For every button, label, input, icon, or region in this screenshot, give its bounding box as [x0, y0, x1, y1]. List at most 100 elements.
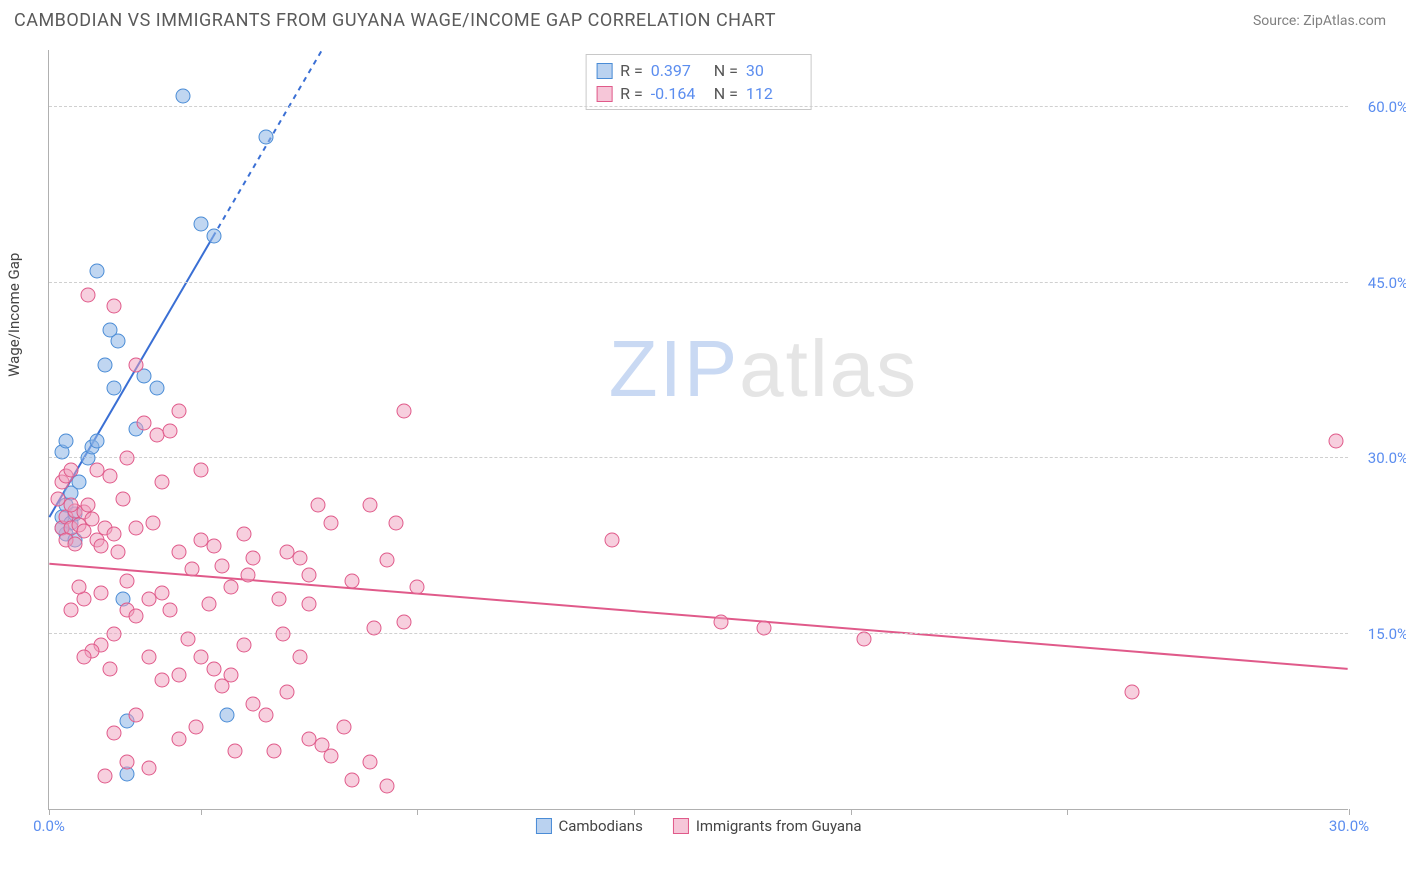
data-point: [293, 650, 308, 665]
data-point: [107, 381, 122, 396]
data-point: [102, 468, 117, 483]
data-point: [276, 626, 291, 641]
legend-stat-row: R = 0.397 N = 30: [596, 59, 801, 82]
data-point: [219, 708, 234, 723]
data-point: [172, 404, 187, 419]
data-point: [176, 88, 191, 103]
data-point: [206, 538, 221, 553]
data-point: [89, 264, 104, 279]
legend-item: Immigrants from Guyana: [673, 817, 862, 835]
data-point: [154, 585, 169, 600]
data-point: [224, 579, 239, 594]
data-point: [81, 287, 96, 302]
data-point: [193, 650, 208, 665]
trend-lines: [49, 50, 1348, 809]
x-tick: [201, 809, 202, 815]
data-point: [128, 708, 143, 723]
blue-swatch-icon: [535, 818, 551, 834]
x-tick-label: 0.0%: [33, 817, 65, 835]
gridline: [49, 282, 1348, 283]
data-point: [137, 416, 152, 431]
data-point: [293, 550, 308, 565]
data-point: [172, 544, 187, 559]
data-point: [81, 498, 96, 513]
gridline: [49, 457, 1348, 458]
chart-title: CAMBODIAN VS IMMIGRANTS FROM GUYANA WAGE…: [14, 10, 776, 31]
data-point: [154, 474, 169, 489]
x-tick: [417, 809, 418, 815]
data-point: [189, 720, 204, 735]
data-point: [107, 527, 122, 542]
data-point: [172, 667, 187, 682]
data-point: [302, 568, 317, 583]
data-point: [323, 515, 338, 530]
data-point: [50, 492, 65, 507]
data-point: [59, 433, 74, 448]
data-point: [367, 620, 382, 635]
data-point: [193, 462, 208, 477]
blue-swatch-icon: [596, 63, 612, 79]
data-point: [267, 743, 282, 758]
data-point: [323, 749, 338, 764]
data-point: [185, 562, 200, 577]
data-point: [120, 574, 135, 589]
data-point: [280, 685, 295, 700]
data-point: [202, 597, 217, 612]
data-point: [228, 743, 243, 758]
data-point: [146, 515, 161, 530]
data-point: [605, 533, 620, 548]
gridline: [49, 106, 1348, 107]
data-point: [68, 536, 83, 551]
pink-swatch-icon: [596, 86, 612, 102]
gridline: [49, 633, 1348, 634]
data-point: [856, 632, 871, 647]
data-point: [102, 322, 117, 337]
y-tick-label: 45.0%: [1358, 274, 1406, 292]
data-point: [98, 357, 113, 372]
y-tick-label: 30.0%: [1358, 449, 1406, 467]
data-point: [89, 433, 104, 448]
pink-swatch-icon: [673, 818, 689, 834]
x-tick: [49, 809, 50, 815]
y-tick-label: 15.0%: [1358, 625, 1406, 643]
data-point: [380, 778, 395, 793]
data-point: [388, 515, 403, 530]
data-point: [397, 404, 412, 419]
x-tick: [1349, 809, 1350, 815]
data-point: [111, 544, 126, 559]
data-point: [237, 527, 252, 542]
y-tick-label: 60.0%: [1358, 98, 1406, 116]
legend-stat-row: R = -0.164 N = 112: [596, 82, 801, 105]
data-point: [345, 574, 360, 589]
data-point: [76, 650, 91, 665]
y-axis-label: Wage/Income Gap: [5, 252, 23, 376]
data-point: [193, 217, 208, 232]
data-point: [172, 731, 187, 746]
data-point: [94, 538, 109, 553]
data-point: [163, 424, 178, 439]
source-attribution: Source: ZipAtlas.com: [1253, 13, 1386, 29]
data-point: [63, 603, 78, 618]
data-point: [1125, 685, 1140, 700]
data-point: [107, 299, 122, 314]
x-tick: [1067, 809, 1068, 815]
data-point: [336, 720, 351, 735]
data-point: [241, 568, 256, 583]
data-point: [72, 579, 87, 594]
data-point: [115, 492, 130, 507]
legend-item: Cambodians: [535, 817, 642, 835]
data-point: [102, 661, 117, 676]
data-point: [362, 755, 377, 770]
data-point: [224, 667, 239, 682]
data-point: [757, 620, 772, 635]
data-point: [1329, 433, 1344, 448]
data-point: [302, 597, 317, 612]
data-point: [120, 755, 135, 770]
data-point: [271, 591, 286, 606]
bottom-legend: Cambodians Immigrants from Guyana: [535, 817, 861, 835]
legend-stats-box: R = 0.397 N = 30R = -0.164 N = 112: [585, 54, 812, 110]
data-point: [258, 708, 273, 723]
data-point: [245, 550, 260, 565]
data-point: [362, 498, 377, 513]
data-point: [154, 673, 169, 688]
